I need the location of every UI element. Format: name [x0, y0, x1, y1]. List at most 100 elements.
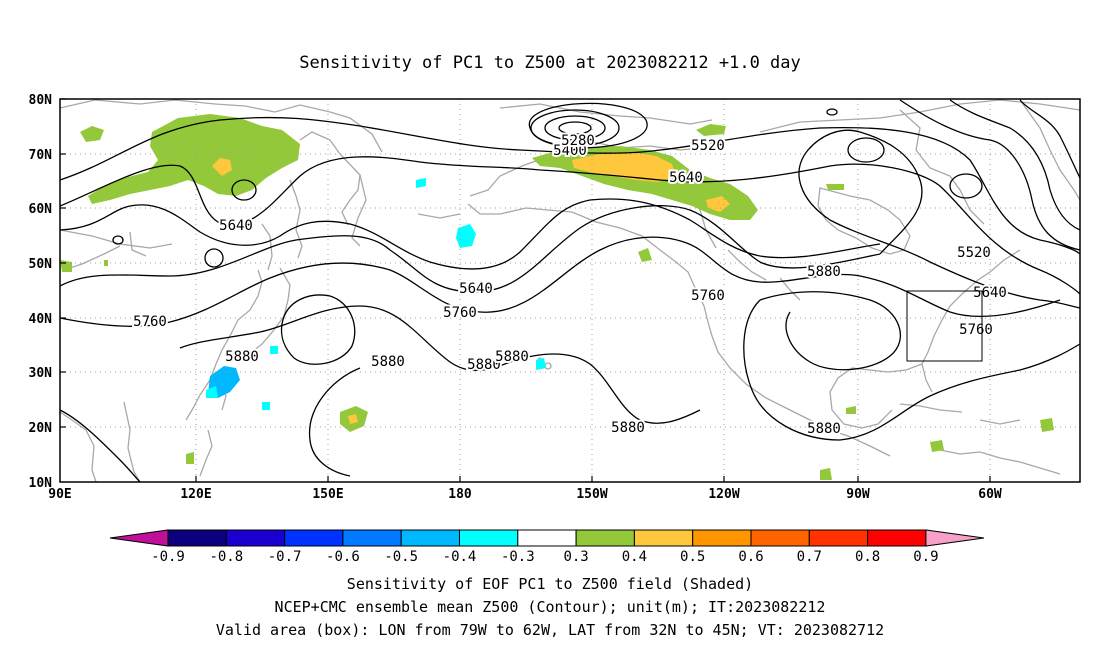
contour-line [743, 299, 1081, 441]
colorbar-labels: -0.9 -0.8 -0.7 -0.6 -0.5 -0.4 -0.3 0.3 0.4 0.5 0.6… [151, 549, 938, 565]
contour-label: 5880 [807, 421, 841, 437]
lat-label: 70N [29, 148, 53, 163]
colorbar-box [400, 529, 461, 547]
colorbar-tick-label: -0.5 [384, 549, 418, 565]
contour-line [798, 129, 1081, 309]
negative-sensitivity-area [262, 402, 270, 410]
contour-line [59, 205, 881, 293]
colorbar [109, 529, 984, 547]
contour-label: 5640 [669, 170, 703, 186]
colorbar-box [808, 529, 869, 547]
contour-line [231, 179, 257, 201]
contour-label: 5760 [691, 288, 725, 304]
colorbar-box [225, 529, 286, 547]
contour-label: 5640 [973, 285, 1007, 301]
lon-label: 120E [180, 487, 211, 502]
colorbar-tick-label: -0.3 [501, 549, 535, 565]
positive-sensitivity-area [846, 406, 856, 414]
colorbar-tick-label: 0.3 [563, 549, 588, 565]
lon-label: 90E [48, 487, 71, 502]
contour-line [899, 99, 1081, 251]
positive-sensitivity-area [638, 248, 652, 262]
positive-sensitivity-area [186, 452, 194, 464]
lat-label: 50N [29, 257, 53, 272]
contour-label: 5520 [691, 138, 725, 154]
colorbar-box [342, 529, 402, 547]
footer-line-contour: NCEP+CMC ensemble mean Z500 (Contour); u… [275, 598, 826, 616]
contour-label: 5400 [553, 143, 587, 159]
negative-sensitivity-area [416, 178, 426, 188]
contour-label: 5760 [959, 322, 993, 338]
positive-sensitivity-area [820, 468, 832, 480]
colorbar-box [284, 529, 344, 547]
contour-line [544, 115, 606, 141]
footer-line-valid-area: Valid area (box): LON from 79W to 62W, L… [216, 621, 884, 639]
contour-line [112, 235, 124, 245]
lon-label: 150W [576, 487, 607, 502]
contour-label: 5640 [219, 218, 253, 234]
colorbar-box [517, 529, 577, 547]
colorbar-box [692, 529, 752, 547]
contour-line [59, 116, 1081, 255]
lat-label: 40N [29, 312, 53, 327]
valid-area-box [906, 290, 983, 362]
contour-line [826, 108, 838, 116]
footer-line-shading: Sensitivity of EOF PC1 to Z500 field (Sh… [347, 575, 753, 593]
colorbar-tick-label: -0.4 [443, 549, 477, 565]
colorbar-tick-label: -0.6 [326, 549, 360, 565]
contour-line [59, 198, 881, 270]
contour-line [949, 173, 983, 199]
colorbar-box [167, 529, 227, 547]
moderate-sensitivity-area [348, 414, 358, 424]
colorbar-tick-label: 0.9 [913, 549, 938, 565]
contour-label: 5280 [561, 133, 595, 149]
colorbar-high-arrow [925, 529, 984, 547]
map-title: Sensitivity of PC1 to Z500 at 2023082212… [299, 53, 801, 73]
lon-label: 180 [448, 487, 472, 502]
colorbar-tick-label: -0.8 [209, 549, 243, 565]
sensitivity-shading [60, 114, 1054, 480]
lon-label: 120W [708, 487, 739, 502]
contour-label: 5640 [459, 281, 493, 297]
colorbar-tick-label: 0.7 [797, 549, 822, 565]
colorbar-box [459, 529, 519, 547]
contour-label: 5880 [371, 354, 405, 370]
contour-label: 5520 [957, 245, 991, 261]
contour-line [847, 137, 885, 163]
contour-line [759, 291, 901, 371]
lat-label: 80N [29, 93, 53, 108]
lat-lon-grid [60, 99, 1080, 482]
colorbar-tick-label: 0.4 [622, 549, 647, 565]
colorbar-tick-label: -0.9 [151, 549, 185, 565]
lat-label: 10N [29, 476, 53, 491]
positive-sensitivity-area [826, 184, 844, 190]
negative-sensitivity-area [270, 346, 278, 354]
z500-contours [59, 99, 1081, 483]
contour-label: 5760 [133, 314, 167, 330]
contour-line [280, 294, 356, 365]
contour-label: 5760 [443, 305, 477, 321]
positive-sensitivity-area [60, 260, 72, 272]
positive-sensitivity-area [80, 126, 104, 142]
contour-line [204, 248, 224, 268]
colorbar-tick-label: -0.7 [268, 549, 302, 565]
contour-label: 5880 [611, 420, 645, 436]
contour-label: 5880 [467, 357, 501, 373]
contour-label: 5880 [495, 349, 529, 365]
longitude-labels: 90E 120E 150E 180 150W 120W 90W 60W [48, 487, 1002, 502]
lon-label: 90W [846, 487, 870, 502]
positive-sensitivity-area [88, 114, 300, 204]
contour-label: 5880 [225, 349, 259, 365]
contour-line [558, 121, 592, 135]
contour-line [949, 99, 1081, 231]
contour-line [530, 109, 620, 147]
colorbar-tick-label: 0.5 [680, 549, 705, 565]
colorbar-box [867, 529, 927, 547]
contour-line [59, 236, 1061, 328]
contour-line [179, 305, 701, 424]
lat-label: 20N [29, 421, 53, 436]
colorbar-box [575, 529, 635, 547]
latitude-labels: 80N 70N 60N 50N 40N 30N 20N 10N [29, 93, 53, 491]
negative-sensitivity-area [536, 358, 546, 370]
